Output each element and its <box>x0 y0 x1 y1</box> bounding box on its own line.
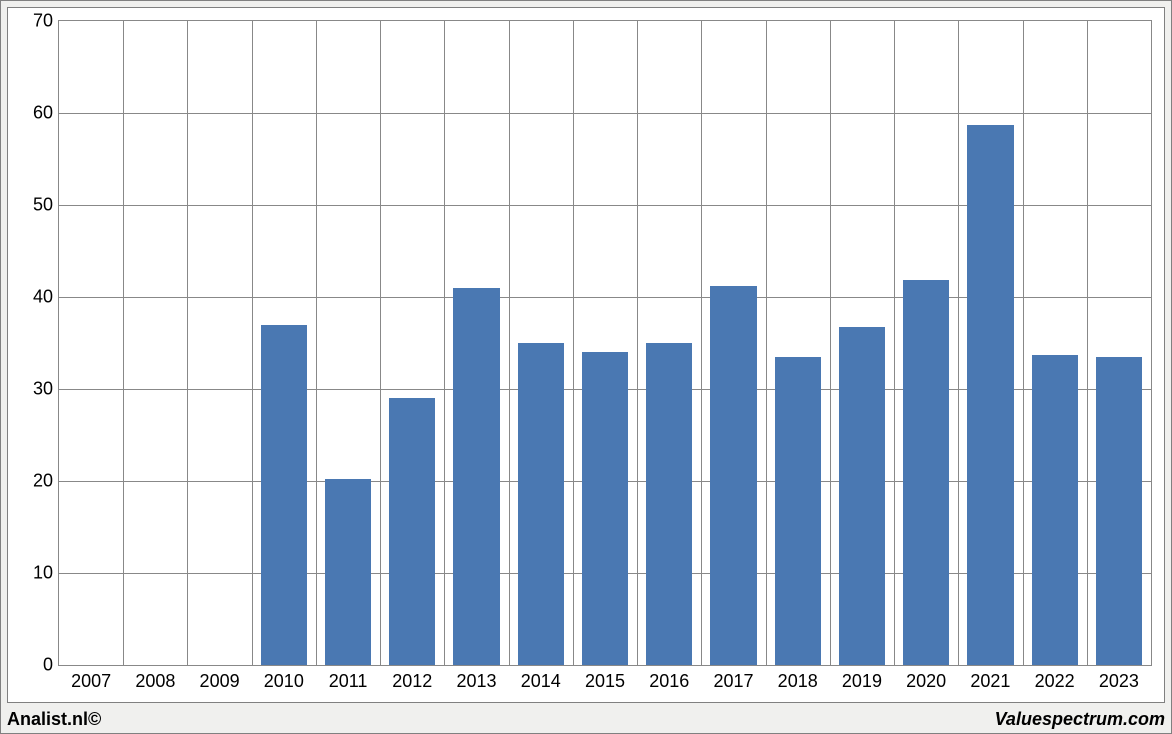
bar <box>710 286 756 665</box>
y-tick-label: 50 <box>33 195 53 216</box>
plot-area: 0102030405060702007200820092010201120122… <box>58 20 1152 666</box>
x-tick-label: 2014 <box>521 671 561 692</box>
gridline-v <box>830 21 831 665</box>
x-tick-label: 2015 <box>585 671 625 692</box>
gridline-v <box>380 21 381 665</box>
gridline-v <box>701 21 702 665</box>
gridline-v <box>1087 21 1088 665</box>
y-tick-label: 70 <box>33 11 53 32</box>
y-tick-label: 20 <box>33 471 53 492</box>
gridline-v <box>123 21 124 665</box>
x-tick-label: 2009 <box>200 671 240 692</box>
y-tick-label: 40 <box>33 287 53 308</box>
gridline-v <box>573 21 574 665</box>
gridline-v <box>509 21 510 665</box>
bar <box>518 343 564 665</box>
gridline-v <box>187 21 188 665</box>
gridline-v <box>316 21 317 665</box>
y-tick-label: 0 <box>43 655 53 676</box>
gridline-v <box>958 21 959 665</box>
gridline-v <box>444 21 445 665</box>
bar <box>903 280 949 665</box>
gridline-v <box>894 21 895 665</box>
y-tick-label: 10 <box>33 563 53 584</box>
x-tick-label: 2011 <box>329 671 368 692</box>
bar <box>839 327 885 665</box>
bar <box>261 325 307 665</box>
outer-frame: 0 10 20 30 40 50 60 70 2007 2008 2009 2010 2011 2012 2… <box>0 0 1172 734</box>
x-tick-label: 2018 <box>778 671 818 692</box>
y-tick-label: 30 <box>33 379 53 400</box>
x-tick-label: 2019 <box>842 671 882 692</box>
gridline-v <box>637 21 638 665</box>
x-tick-label: 2007 <box>71 671 111 692</box>
x-tick-label: 2012 <box>392 671 432 692</box>
x-tick-label: 2010 <box>264 671 304 692</box>
x-tick-label: 2017 <box>713 671 753 692</box>
gridline-v <box>252 21 253 665</box>
x-tick-label: 2013 <box>456 671 496 692</box>
x-tick-label: 2022 <box>1035 671 1075 692</box>
bar <box>1096 357 1142 665</box>
bar <box>389 398 435 665</box>
footer-left-text: Analist.nl© <box>7 709 101 730</box>
bar <box>325 479 371 665</box>
x-tick-label: 2008 <box>135 671 175 692</box>
bar <box>1032 355 1078 665</box>
bar <box>967 125 1013 665</box>
footer: Analist.nl© Valuespectrum.com <box>7 707 1165 731</box>
x-tick-label: 2023 <box>1099 671 1139 692</box>
footer-right-text: Valuespectrum.com <box>995 709 1165 730</box>
bar <box>582 352 628 665</box>
y-tick-label: 60 <box>33 103 53 124</box>
gridline-h <box>59 113 1151 114</box>
x-tick-label: 2020 <box>906 671 946 692</box>
chart-wrap: 0 10 20 30 40 50 60 70 2007 2008 2009 2010 2011 2012 2… <box>7 7 1165 703</box>
bar <box>646 343 692 665</box>
gridline-v <box>766 21 767 665</box>
bar <box>453 288 499 665</box>
gridline-v <box>1023 21 1024 665</box>
x-tick-label: 2016 <box>649 671 689 692</box>
x-tick-label: 2021 <box>970 671 1010 692</box>
bar <box>775 357 821 665</box>
